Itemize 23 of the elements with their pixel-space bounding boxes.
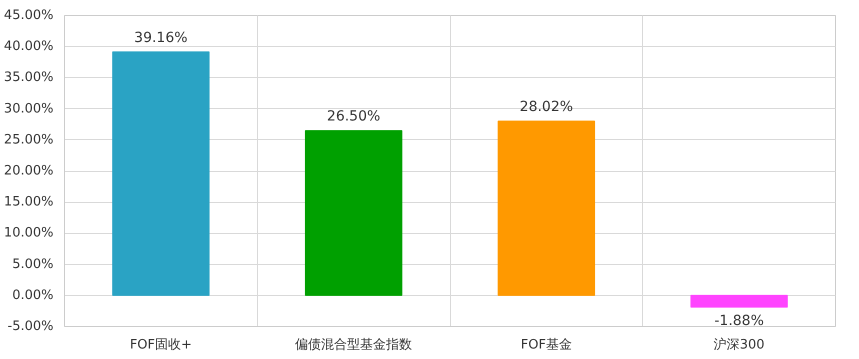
data-label: 39.16% xyxy=(134,30,188,46)
y-tick-label: 30.00% xyxy=(4,101,54,116)
x-tick-label: FOF基金 xyxy=(520,338,572,352)
y-tick-label: 15.00% xyxy=(4,194,54,210)
y-tick-label: 35.00% xyxy=(4,70,54,86)
y-tick-label: -5.00% xyxy=(8,319,54,334)
y-tick-label: 45.00% xyxy=(4,8,54,23)
bar xyxy=(304,130,402,296)
y-tick-label: 20.00% xyxy=(4,164,54,178)
y-tick-label: 5.00% xyxy=(12,256,54,272)
y-tick-label: 0.00% xyxy=(12,288,54,303)
bar xyxy=(690,294,788,308)
data-label: -1.88% xyxy=(714,313,764,330)
bar xyxy=(498,120,596,296)
data-label: 26.50% xyxy=(326,108,380,125)
y-tick-label: 40.00% xyxy=(4,39,54,54)
data-label: 28.02% xyxy=(520,99,574,116)
y-tick-label: 10.00% xyxy=(4,226,54,241)
x-tick-label: 沪深300 xyxy=(714,336,765,352)
y-tick-label: 25.00% xyxy=(4,132,54,148)
bar xyxy=(112,51,210,296)
x-tick-label: 偏债混合型基金指数 xyxy=(295,338,412,352)
x-tick-label: FOF固收+ xyxy=(130,338,192,352)
